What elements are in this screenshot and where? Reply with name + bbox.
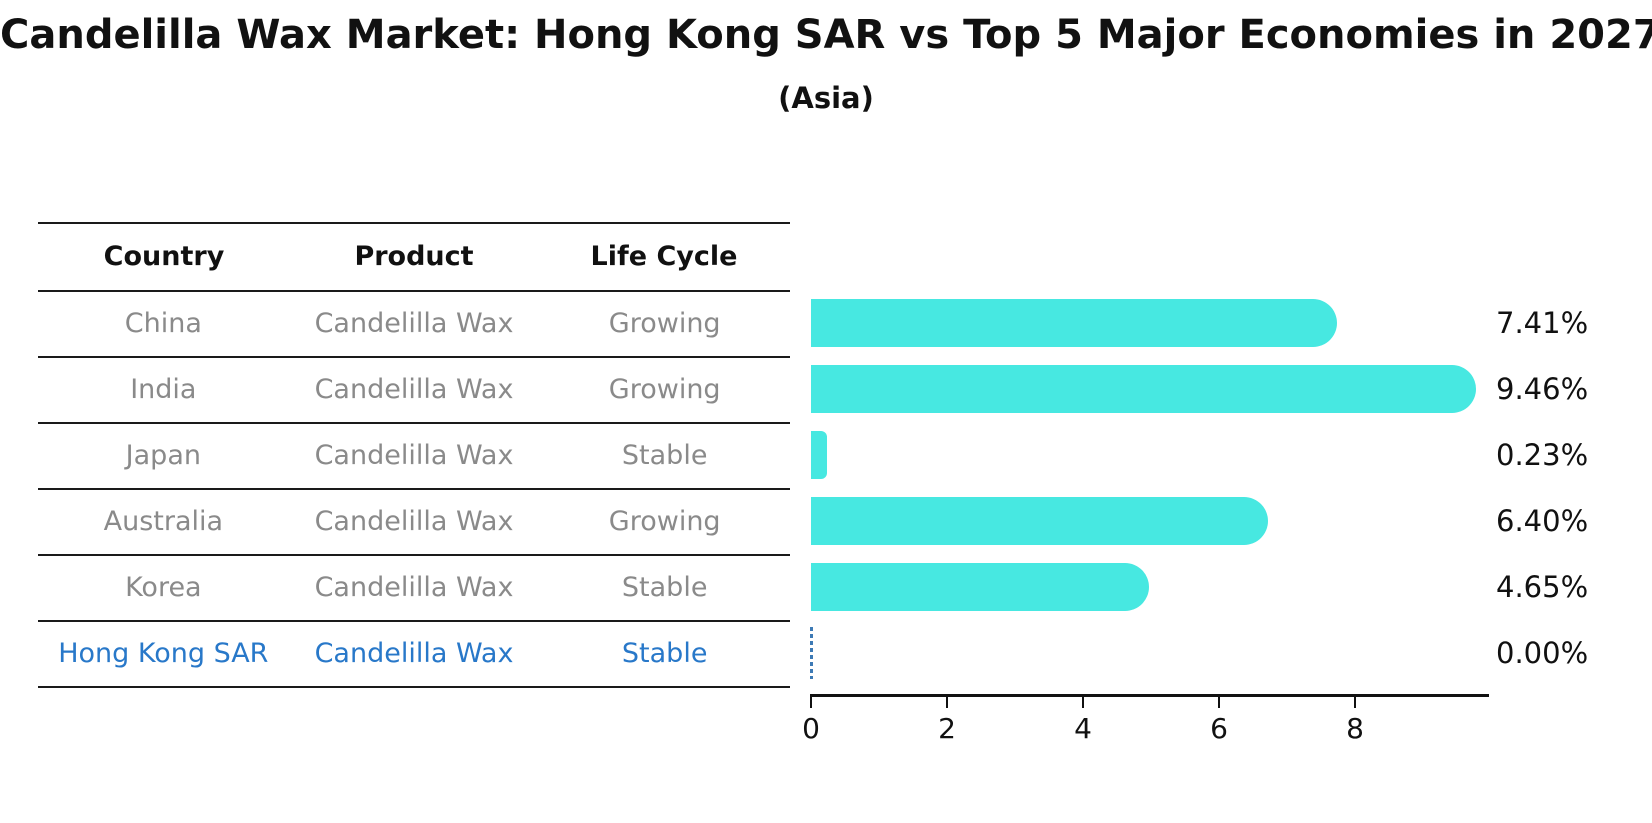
table-row: China Candelilla Wax Growing (38, 290, 790, 356)
bar-japan (811, 431, 827, 479)
x-axis-tick (1354, 697, 1356, 708)
table-rule (38, 222, 790, 224)
value-label: 7.41% (1496, 306, 1589, 340)
bar-korea (811, 563, 1150, 611)
bar-australia (811, 497, 1269, 545)
x-axis-tick (810, 697, 812, 708)
country-cell: India (130, 373, 197, 405)
table-rule (38, 422, 790, 424)
country-cell: Hong Kong SAR (58, 637, 269, 669)
value-label: 9.46% (1496, 372, 1589, 406)
table-rule (38, 686, 790, 688)
value-label: 0.00% (1496, 636, 1589, 670)
country-cell: Australia (103, 505, 224, 537)
product-cell: Candelilla Wax (314, 505, 514, 537)
life-cycle-cell: Growing (608, 505, 721, 537)
product-cell: Candelilla Wax (314, 439, 514, 471)
country-cell: Japan (125, 439, 201, 471)
life-cycle-cell: Growing (608, 373, 721, 405)
table-row: Korea Candelilla Wax Stable (38, 554, 790, 620)
product-cell: Candelilla Wax (314, 637, 514, 669)
x-axis-tick-label: 6 (1210, 712, 1228, 745)
table-rule (38, 488, 790, 490)
column-header-product: Product (354, 241, 474, 272)
table-row: Hong Kong SAR Candelilla Wax Stable (38, 620, 790, 686)
product-cell: Candelilla Wax (314, 307, 514, 339)
x-axis-tick (946, 697, 948, 708)
x-axis-tick (1218, 697, 1220, 708)
life-cycle-cell: Stable (621, 637, 708, 669)
country-cell: China (124, 307, 202, 339)
x-axis-tick-label: 8 (1346, 712, 1364, 745)
x-axis-tick (1082, 697, 1084, 708)
table-row: Japan Candelilla Wax Stable (38, 422, 790, 488)
zero-value-dashed-line (810, 627, 813, 679)
x-axis-tick-label: 2 (938, 712, 956, 745)
column-header-country: Country (103, 241, 225, 272)
value-label: 0.23% (1496, 438, 1589, 472)
product-cell: Candelilla Wax (314, 571, 514, 603)
life-cycle-cell: Stable (621, 439, 708, 471)
table-rule (38, 620, 790, 622)
country-cell: Korea (125, 571, 202, 603)
x-axis-tick-label: 4 (1074, 712, 1092, 745)
x-axis-line (810, 694, 1489, 697)
life-cycle-cell: Stable (621, 571, 708, 603)
table-rule (38, 356, 790, 358)
value-label: 6.40% (1496, 504, 1589, 538)
table-row: Australia Candelilla Wax Growing (38, 488, 790, 554)
table-row: India Candelilla Wax Growing (38, 356, 790, 422)
bar-india (811, 365, 1477, 413)
value-label: 4.65% (1496, 570, 1589, 604)
table-rule (38, 554, 790, 556)
chart-subtitle: (Asia) (778, 81, 874, 115)
chart-title: Candelilla Wax Market: Hong Kong SAR vs … (0, 12, 1652, 58)
bar-china (811, 299, 1337, 347)
column-header-life-cycle: Life Cycle (590, 241, 738, 272)
x-axis-tick-label: 0 (802, 712, 820, 745)
product-cell: Candelilla Wax (314, 373, 514, 405)
life-cycle-cell: Growing (608, 307, 721, 339)
table-rule (38, 290, 790, 292)
